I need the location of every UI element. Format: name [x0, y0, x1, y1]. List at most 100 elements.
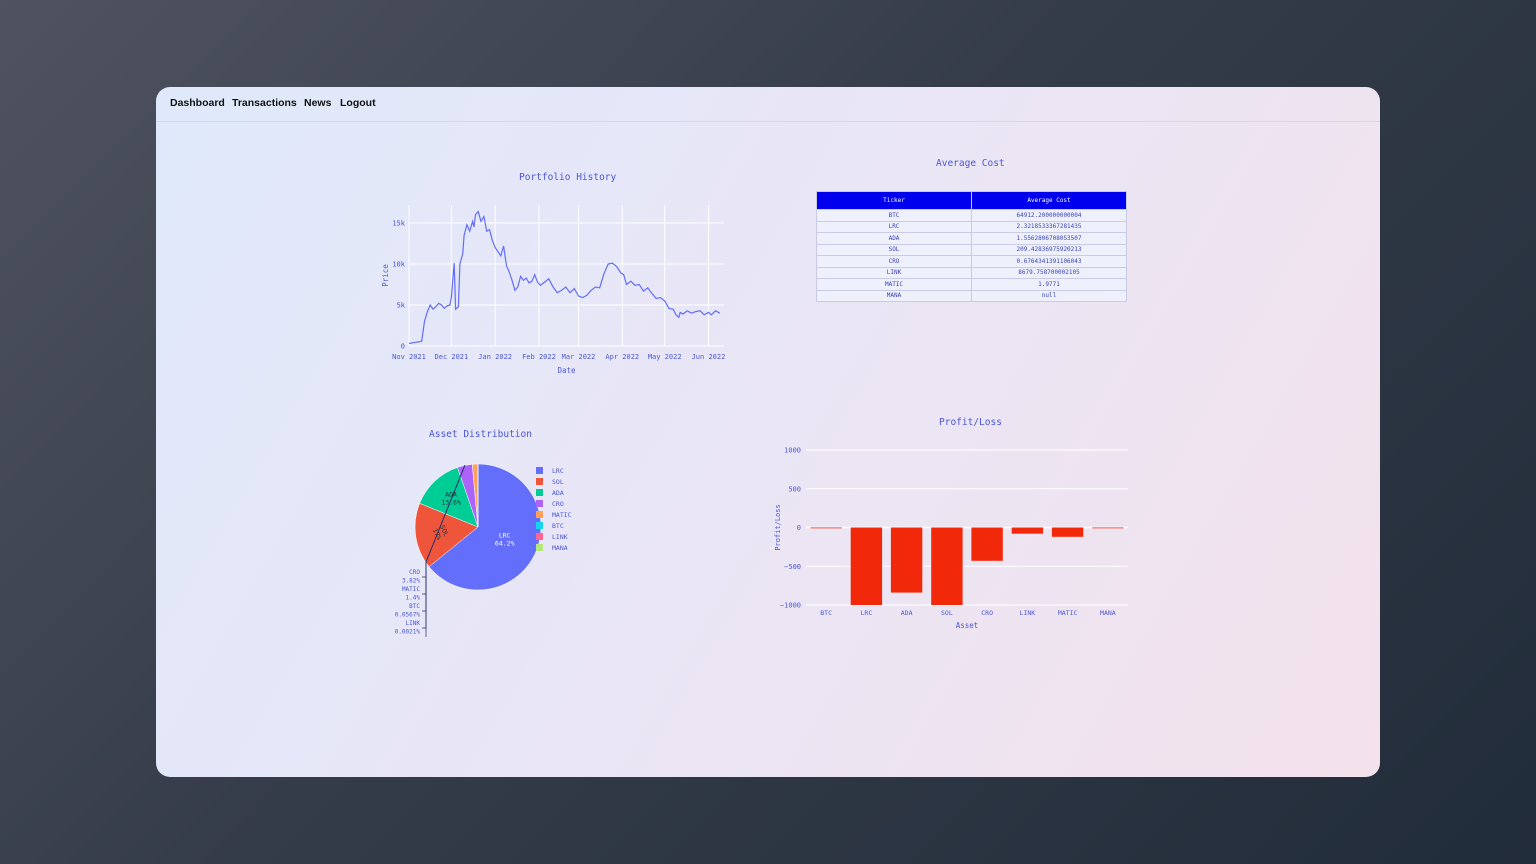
legend-swatch-sol	[536, 478, 543, 485]
ticker-cell: ADA	[816, 232, 972, 245]
x-tick-label: MATIC	[1058, 609, 1078, 617]
x-tick-label: LINK	[1020, 609, 1036, 617]
table-row: ADA 1.5562806708053507	[816, 232, 1127, 245]
table-row: SOL 209.42836975920213	[816, 243, 1127, 256]
slice-label-percent: 13.6%	[441, 499, 461, 507]
portfolio-history-title: Portfolio History	[519, 172, 617, 183]
table-row: BTC 64912.200000000004	[816, 209, 1127, 222]
y-tick-label: 0	[797, 524, 801, 532]
average-cost-title: Average Cost	[936, 158, 1005, 169]
table-row: CRO 0.6764341391106043	[816, 255, 1127, 268]
top-nav: Dashboard Transactions News Logout	[156, 87, 1380, 122]
profit-loss-chart: 1000 500 0 −500 −1000 BTC LRC ADA SOL CRO LINK MATI…	[774, 447, 1128, 630]
table-row: LRC 2.3218533367281435	[816, 220, 1127, 233]
nav-logout-link[interactable]: Logout	[340, 97, 376, 109]
ticker-cell: LRC	[816, 220, 972, 233]
slice-outside-name: CRO	[409, 569, 420, 576]
bar-ada	[890, 527, 923, 593]
legend-label: ADA	[552, 489, 564, 497]
profit-loss-title: Profit/Loss	[939, 417, 1002, 428]
y-axis-label: Price	[381, 264, 390, 287]
bar-lrc	[850, 527, 883, 605]
legend-label: BTC	[552, 522, 564, 530]
nav-dashboard-link[interactable]: Dashboard	[170, 97, 225, 109]
y-axis-label: Profit/Loss	[774, 504, 782, 550]
ticker-cell: BTC	[816, 209, 972, 222]
legend-swatch-btc	[536, 522, 543, 529]
legend-label: MANA	[552, 544, 568, 552]
y-tick-label: −1000	[780, 602, 801, 610]
legend-label: SOL	[552, 478, 564, 486]
ticker-cell: MATIC	[816, 278, 972, 291]
slice-outside-percent: 0.0021%	[395, 629, 421, 636]
slice-outside-name: MATIC	[402, 586, 420, 593]
table-header-row: Ticker Average Cost	[816, 191, 1127, 210]
legend-swatch-link	[536, 533, 543, 540]
series-line	[408, 210, 721, 345]
y-tick-label: 15k	[392, 220, 405, 228]
average-cost-cell: null	[971, 289, 1127, 302]
x-axis-label: Asset	[956, 621, 979, 630]
slice-label-name: LRC	[499, 532, 511, 540]
x-tick-label: LRC	[861, 609, 873, 617]
legend-label: LINK	[552, 533, 568, 541]
ticker-cell: LINK	[816, 266, 972, 279]
x-tick-label: Dec 2021	[435, 353, 469, 361]
x-tick-label: Apr 2022	[605, 353, 639, 361]
x-tick-label: Jan 2022	[478, 353, 512, 361]
average-cost-cell: 1.5562806708053507	[971, 232, 1127, 245]
pie-slice-ada	[419, 467, 479, 528]
slice-outside-percent: 3.82%	[402, 578, 420, 585]
average-cost-cell: 1.9771	[971, 278, 1127, 291]
x-tick-label: May 2022	[648, 353, 682, 361]
nav-transactions-link[interactable]: Transactions	[232, 97, 297, 109]
y-tick-label: −500	[784, 563, 801, 571]
x-tick-label: CRO	[981, 609, 993, 617]
bar-mana	[1092, 527, 1124, 529]
x-tick-label: SOL	[941, 609, 953, 617]
slice-label-percent: 64.2%	[495, 540, 515, 548]
ticker-cell: SOL	[816, 243, 972, 256]
legend-label: CRO	[552, 500, 564, 508]
pie-slice-lrc	[428, 463, 542, 591]
slice-leader-line	[425, 465, 466, 637]
x-axis-label: Date	[557, 366, 576, 375]
average-cost-cell: 2.3218533367281435	[971, 220, 1127, 233]
average-cost-cell: 8679.758700002105	[971, 266, 1127, 279]
bar-btc	[810, 527, 842, 529]
ticker-cell: MANA	[816, 289, 972, 302]
bar-cro	[971, 527, 1003, 561]
y-tick-label: 10k	[392, 261, 405, 269]
slice-outside-percent: 1.4%	[406, 595, 421, 602]
y-tick-label: 1000	[784, 447, 801, 455]
slice-label-name: ADA	[445, 491, 457, 499]
legend-swatch-cro	[536, 500, 543, 507]
portfolio-history-chart: Nov 2021 Dec 2021 Jan 2022 Feb 2022 Mar 2022…	[381, 205, 725, 375]
legend-label: MATIC	[552, 511, 572, 519]
y-tick-label: 0	[401, 343, 405, 351]
x-tick-label: Mar 2022	[562, 353, 596, 361]
average-cost-cell: 0.6764341391106043	[971, 255, 1127, 268]
x-tick-label: Nov 2021	[392, 353, 426, 361]
legend-swatch-matic	[536, 511, 543, 518]
x-tick-label: Feb 2022	[522, 353, 556, 361]
table-row: LINK 8679.758700002105	[816, 266, 1127, 279]
table-row: MANA null	[816, 289, 1127, 302]
app-window: Dashboard Transactions News Logout Portf…	[156, 87, 1380, 777]
average-cost-cell: 64912.200000000004	[971, 209, 1127, 222]
x-tick-label: MANA	[1100, 609, 1116, 617]
asset-distribution-chart: LRC64.2%SOL17%ADA13.6%CRO3.82%MATIC1.4%B…	[395, 463, 572, 637]
table-row: MATIC 1.9771	[816, 278, 1127, 291]
table-header-ticker: Ticker	[816, 191, 972, 210]
legend-swatch-mana	[536, 544, 543, 551]
y-tick-label: 5k	[397, 302, 406, 310]
average-cost-cell: 209.42836975920213	[971, 243, 1127, 256]
bar-sol	[931, 527, 963, 605]
nav-news-link[interactable]: News	[304, 97, 332, 109]
legend-swatch-ada	[536, 489, 543, 496]
ticker-cell: CRO	[816, 255, 972, 268]
legend-swatch-lrc	[536, 467, 543, 474]
slice-outside-name: LINK	[406, 620, 421, 627]
